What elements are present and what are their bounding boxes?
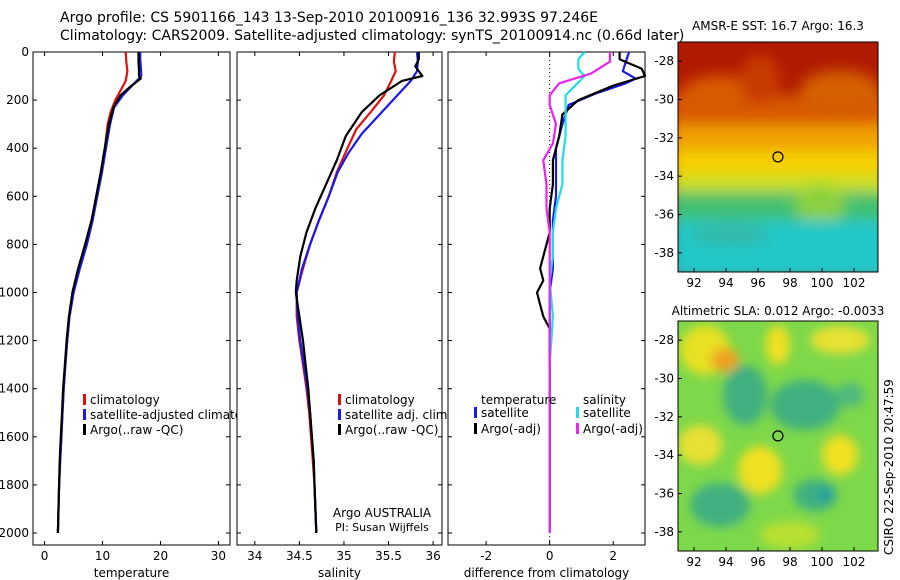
x-tick-label: 94 (718, 276, 733, 290)
x-tick-label: 100 (811, 555, 834, 569)
sla-heatmap (678, 321, 878, 551)
plot-frame (447, 51, 646, 546)
sla-map-title: Altimetric SLA: 0.012 Argo: -0.0033 (672, 304, 885, 318)
temperature-profile-panel: 0 10 20 30 0 200 400 600 800 1000 1200 1400 1600 1800… (0, 45, 260, 580)
header-line-1: Argo profile: CS 5901166_143 13-Sep-2010… (60, 10, 598, 26)
legend-swatch (576, 423, 579, 434)
y-tick-label: 2000 (0, 526, 29, 540)
x-tick-label: 100 (811, 276, 834, 290)
y-tick-label: 400 (6, 141, 29, 155)
y-tick-label: -36 (654, 208, 674, 222)
sla-map-panel: Altimetric SLA: 0.012 Argo: -0.0033 (654, 304, 884, 569)
x-tick-label: 96 (750, 555, 765, 569)
legend-swatch (338, 394, 341, 405)
x-axis-label: difference from climatology (464, 566, 630, 580)
x-axis-label: salinity (318, 566, 361, 580)
x-tick-label: 0 (41, 549, 49, 563)
legend-swatch (474, 423, 477, 434)
x-tick-label: 102 (843, 276, 866, 290)
legend-entry: climatology (90, 393, 160, 407)
y-tick-label: 200 (6, 93, 29, 107)
x-tick-label: 20 (153, 549, 168, 563)
y-tick-label: 800 (6, 237, 29, 251)
legend-swatch (83, 394, 86, 405)
plot-frame (32, 51, 231, 546)
y-tick-label: -34 (654, 448, 674, 462)
y-tick-label: 0 (21, 45, 29, 59)
y-tick-label: -38 (654, 525, 674, 539)
csiro-credit: CSIRO 22-Sep-2010 20:47:59 (882, 379, 896, 555)
y-tick-label: -38 (654, 246, 674, 260)
x-tick-label: 10 (95, 549, 110, 563)
legend-swatch (474, 407, 477, 418)
legend-swatch (83, 424, 86, 435)
y-tick-label: -28 (654, 54, 674, 68)
sst-map-panel: AMSR-E SST: 16.7 Argo: 16.3 92 94 96 98 100 1… (654, 19, 879, 290)
float-program-label: Argo AUSTRALIA (333, 506, 432, 520)
x-tick-label: 35.5 (375, 549, 402, 563)
salinity-profile-panel: 34 34.5 35 35.5 36 salinity climatologysatelli… (236, 51, 451, 580)
legend-entry: satellite (583, 406, 631, 420)
legend-entry: satellite adj. clim. (345, 408, 451, 422)
legend-entry: Argo(..raw -QC) (90, 423, 183, 437)
x-axis-label: temperature (94, 566, 169, 580)
y-tick-label: 1400 (0, 382, 29, 396)
legend-swatch (338, 424, 341, 435)
legend-entry: Argo(-adj) (481, 422, 541, 436)
y-tick-label: -30 (654, 93, 674, 107)
y-tick-label: 1000 (0, 285, 29, 299)
x-tick-label: 92 (686, 276, 701, 290)
sla-argo-marker (772, 430, 784, 442)
legend-swatch (83, 409, 86, 420)
x-tick-label: 2 (609, 549, 617, 563)
legend-entry: Argo(-adj) (583, 422, 643, 436)
x-tick-label: -2 (480, 549, 492, 563)
series-line (56, 52, 142, 534)
legend-swatch (576, 407, 579, 418)
y-tick-label: 1200 (0, 334, 29, 348)
legend-entry: satellite-adjusted climatolog (90, 408, 260, 422)
x-tick-label: 35 (336, 549, 351, 563)
series-line (542, 52, 612, 533)
y-tick-label: 1800 (0, 478, 29, 492)
x-tick-label: 94 (718, 555, 733, 569)
x-tick-label: 0 (546, 549, 554, 563)
legend-title-salinity: salinity (583, 393, 626, 407)
x-tick-label: 30 (211, 549, 226, 563)
difference-profile-panel: -2 0 2 difference from climatology temperatu… (447, 51, 647, 580)
legend-title-temperature: temperature (481, 393, 556, 407)
sst-argo-marker (772, 151, 784, 163)
sst-map-title: AMSR-E SST: 16.7 Argo: 16.3 (692, 19, 864, 33)
y-tick-label: -34 (654, 169, 674, 183)
x-tick-label: 98 (782, 555, 797, 569)
y-tick-label: 1600 (0, 430, 29, 444)
legend-entry: climatology (345, 393, 415, 407)
x-tick-label: 98 (782, 276, 797, 290)
x-tick-label: 96 (750, 276, 765, 290)
y-tick-label: -28 (654, 333, 674, 347)
legend-entry: satellite (481, 406, 529, 420)
x-tick-label: 34 (247, 549, 262, 563)
y-tick-label: -30 (654, 372, 674, 386)
y-tick-label: 600 (6, 189, 29, 203)
series-line (294, 52, 424, 534)
x-tick-label: 102 (843, 555, 866, 569)
y-tick-label: -32 (654, 410, 674, 424)
y-tick-label: -36 (654, 487, 674, 501)
pi-label: PI: Susan Wijffels (335, 521, 429, 534)
legend-swatch (338, 409, 341, 420)
x-tick-label: 34.5 (286, 549, 313, 563)
sst-heatmap (678, 42, 878, 272)
legend-entry: Argo(..raw -QC) (345, 423, 438, 437)
plot-frame (236, 51, 443, 546)
header-line-2: Climatology: CARS2009. Satellite-adjuste… (60, 28, 684, 44)
x-tick-label: 92 (686, 555, 701, 569)
y-tick-label: -32 (654, 131, 674, 145)
x-tick-label: 36 (425, 549, 440, 563)
